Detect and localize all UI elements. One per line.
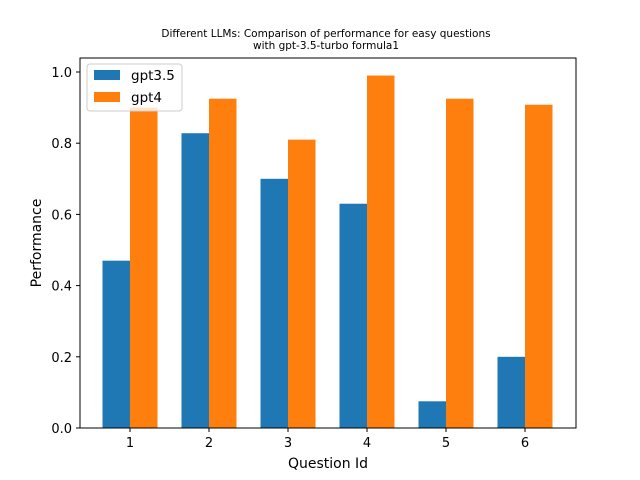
x-tick-label: 2 xyxy=(205,436,213,451)
y-tick-label: 0.6 xyxy=(51,208,72,223)
x-axis-label: Question Id xyxy=(288,456,368,472)
y-tick-label: 0.2 xyxy=(51,351,72,366)
y-tick-label: 0.4 xyxy=(51,280,72,295)
bar-gpt3-5-q5 xyxy=(418,401,446,428)
bar-gpt4-q3 xyxy=(288,139,316,428)
legend-label-gpt3-5: gpt3.5 xyxy=(131,68,175,84)
bar-gpt3-5-q4 xyxy=(339,203,367,428)
bar-gpt3-5-q3 xyxy=(260,178,288,428)
bar-gpt3-5-q6 xyxy=(497,356,525,428)
legend-label-gpt4: gpt4 xyxy=(131,90,162,106)
x-tick-label: 3 xyxy=(284,436,292,451)
y-axis-label: Performance xyxy=(29,199,45,288)
bar-gpt4-q6 xyxy=(525,104,553,428)
plot-frame xyxy=(79,57,577,429)
bar-gpt4-q1 xyxy=(130,107,158,428)
y-tick-label: 0.8 xyxy=(51,137,72,152)
bar-gpt3-5-q1 xyxy=(102,260,130,428)
legend-swatch-gpt3-5 xyxy=(94,70,120,80)
y-tick-label: 0.0 xyxy=(51,422,72,437)
bar-gpt4-q4 xyxy=(367,75,395,428)
y-tick-label: 1.0 xyxy=(51,66,72,81)
chart-title-line2: with gpt-3.5-turbo formula1 xyxy=(253,40,399,52)
bars-group xyxy=(102,75,553,428)
x-tick-label: 4 xyxy=(363,436,371,451)
chart-title-line1: Different LLMs: Comparison of performanc… xyxy=(161,28,490,40)
bar-gpt4-q2 xyxy=(209,98,237,428)
x-tick-label: 1 xyxy=(126,436,134,451)
x-tick-label: 6 xyxy=(521,436,529,451)
bar-gpt4-q5 xyxy=(446,98,474,428)
y-axis-ticks: 0.0 0.2 0.4 0.6 0.8 1.0 xyxy=(51,66,80,437)
legend: gpt3.5 gpt4 xyxy=(86,63,183,112)
x-axis-ticks: 1 2 3 4 5 6 xyxy=(126,428,529,451)
x-tick-label: 5 xyxy=(442,436,450,451)
legend-swatch-gpt4 xyxy=(94,92,120,102)
bar-gpt3-5-q2 xyxy=(181,133,209,428)
